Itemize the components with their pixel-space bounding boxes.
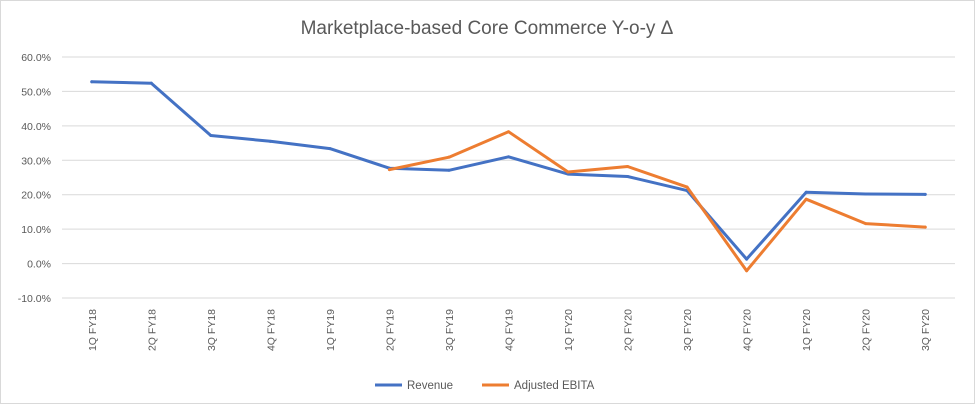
chart-title: Marketplace-based Core Commerce Y-o-y Δ	[301, 18, 674, 39]
data-point	[209, 133, 213, 137]
data-point	[507, 155, 510, 159]
data-point	[149, 81, 153, 85]
data-point	[566, 170, 570, 174]
x-tick-label: 2Q FY19	[384, 309, 396, 351]
data-point	[745, 257, 749, 261]
x-tick-label: 1Q FY20	[563, 309, 575, 351]
x-tick-label: 3Q FY18	[206, 309, 218, 351]
data-point	[864, 192, 868, 196]
data-point	[387, 168, 391, 172]
data-point	[507, 130, 510, 134]
y-tick-label: 60.0%	[21, 52, 51, 64]
y-tick-label: 20.0%	[21, 190, 51, 202]
legend: Revenue Adjusted EBITA	[375, 380, 595, 392]
y-tick-label: -10.0%	[18, 293, 51, 305]
y-tick-label: 10.0%	[21, 224, 51, 236]
series-line-1	[387, 130, 927, 273]
data-point	[90, 80, 94, 84]
x-tick-label: 1Q FY20	[801, 309, 813, 351]
x-tick-label: 2Q FY18	[146, 309, 158, 351]
series-lines	[90, 80, 927, 273]
gridlines	[62, 56, 955, 299]
x-tick-label: 3Q FY20	[682, 309, 694, 351]
data-point	[685, 185, 689, 189]
x-tick-label: 3Q FY20	[920, 309, 932, 351]
data-point	[923, 192, 927, 196]
series-line-0	[90, 80, 927, 261]
data-point	[447, 155, 451, 159]
x-tick-label: 4Q FY19	[504, 309, 516, 351]
x-tick-label: 1Q FY18	[87, 309, 99, 351]
data-point	[745, 269, 749, 273]
x-tick-label: 4Q FY20	[742, 309, 754, 351]
x-tick-label: 3Q FY19	[444, 309, 456, 351]
y-tick-label: 40.0%	[21, 121, 51, 133]
data-point	[626, 174, 630, 178]
x-tick-label: 4Q FY18	[265, 309, 277, 351]
y-axis: 60.0% 50.0% 40.0% 30.0% 20.0% 10.0% 0.0% -10.0%	[18, 52, 51, 305]
data-point	[864, 222, 868, 226]
y-tick-label: 30.0%	[21, 155, 51, 167]
data-point	[923, 225, 927, 229]
y-tick-label: 0.0%	[27, 259, 51, 271]
x-tick-label: 1Q FY19	[325, 309, 337, 351]
data-point	[268, 139, 272, 143]
data-point	[804, 190, 808, 194]
legend-label: Adjusted EBITA	[514, 380, 595, 392]
data-point	[804, 197, 808, 201]
y-tick-label: 50.0%	[21, 86, 51, 98]
legend-label: Revenue	[407, 380, 453, 392]
data-point	[447, 168, 451, 172]
x-tick-label: 2Q FY20	[623, 309, 635, 351]
data-point	[626, 164, 630, 168]
x-tick-label: 2Q FY20	[861, 309, 873, 351]
x-axis: 1Q FY18 2Q FY18 3Q FY18 4Q FY18 1Q FY19 2Q FY…	[87, 309, 932, 351]
data-point	[328, 147, 332, 151]
